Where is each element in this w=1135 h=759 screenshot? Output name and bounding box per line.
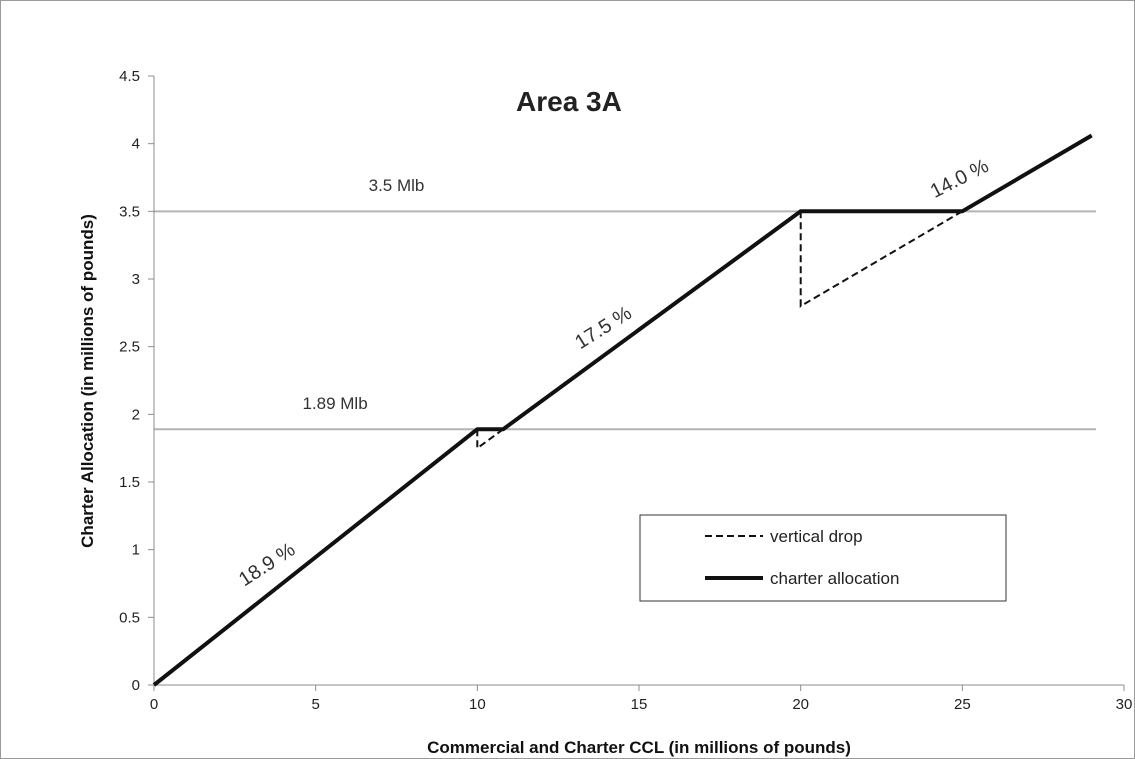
- y-tick-label: 0: [132, 677, 140, 694]
- legend-label-vertical-drop: vertical drop: [770, 527, 863, 546]
- chart-title: Area 3A: [516, 86, 622, 117]
- y-tick-label: 1: [132, 542, 140, 559]
- slope-label: 18.9 %: [235, 539, 299, 591]
- x-tick-label: 5: [311, 696, 319, 713]
- legend-label-charter-allocation: charter allocation: [770, 569, 899, 588]
- y-axis-title: Charter Allocation (in millions of pound…: [78, 214, 97, 548]
- vertical-drop-line: [801, 211, 963, 306]
- y-ticks: 0 0.5 1 1.5 2 2.5 3 3.5 4 4.5: [119, 68, 154, 694]
- slope-label: 14.0 %: [927, 155, 993, 203]
- y-tick-label: 3.5: [119, 203, 140, 220]
- y-tick-label: 3: [132, 271, 140, 288]
- x-tick-label: 15: [631, 696, 648, 713]
- vertical-drop-line: [477, 429, 503, 448]
- reference-line-label: 3.5 Mlb: [369, 176, 425, 195]
- x-axis-title: Commercial and Charter CCL (in millions …: [427, 738, 851, 757]
- y-tick-label: 0.5: [119, 609, 140, 626]
- slope-label: 17.5 %: [571, 302, 636, 354]
- y-tick-label: 1.5: [119, 474, 140, 491]
- x-tick-label: 10: [469, 696, 486, 713]
- reference-line-label: 1.89 Mlb: [302, 394, 367, 413]
- y-tick-label: 2.5: [119, 339, 140, 356]
- x-tick-label: 0: [150, 696, 158, 713]
- y-tick-label: 4: [132, 136, 140, 153]
- x-tick-label: 25: [954, 696, 971, 713]
- x-ticks: 0 5 10 15 20 25 30: [150, 685, 1133, 713]
- y-tick-label: 4.5: [119, 68, 140, 85]
- x-tick-label: 20: [792, 696, 809, 713]
- reference-lines: 3.5 Mlb 1.89 Mlb: [154, 176, 1096, 429]
- y-tick-label: 2: [132, 406, 140, 423]
- x-tick-label: 30: [1116, 696, 1133, 713]
- series: [154, 136, 1092, 686]
- legend: vertical drop charter allocation: [640, 515, 1006, 601]
